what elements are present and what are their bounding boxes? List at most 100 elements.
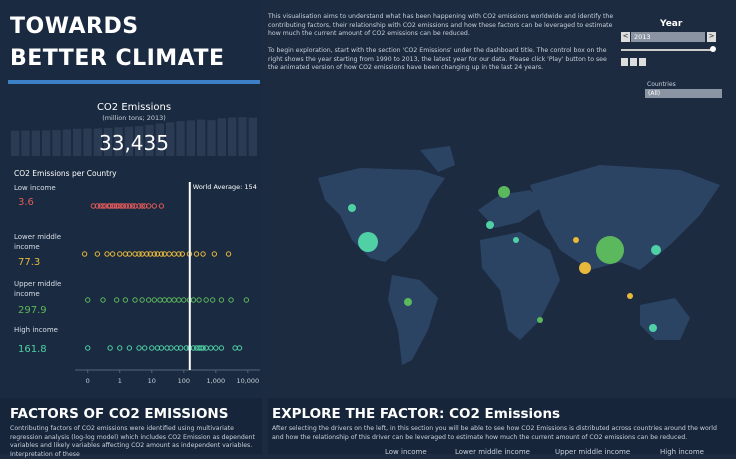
country-point — [196, 297, 202, 303]
country-point — [100, 297, 106, 303]
map-bubbles — [348, 186, 661, 332]
title-line: BETTER CLIMATE — [10, 46, 225, 71]
column-header: Upper middle income — [555, 448, 631, 456]
country-point — [139, 203, 145, 209]
bubble — [573, 237, 579, 243]
country-point — [190, 345, 197, 351]
countries-dropdown[interactable]: (All) — [645, 89, 722, 98]
asia — [530, 165, 720, 270]
trend-bar — [228, 117, 237, 156]
country-point — [117, 345, 123, 351]
country-point — [210, 297, 216, 303]
trend-bar — [114, 127, 123, 156]
country-point — [139, 297, 145, 303]
country-point — [151, 297, 158, 303]
category-label: Low income — [14, 184, 56, 192]
x-tick-label: 100 — [178, 377, 190, 385]
bubble — [404, 298, 412, 306]
trend-bar — [42, 130, 51, 156]
year-label: Year — [660, 19, 683, 29]
country-point — [183, 345, 190, 351]
x-tick-label: 1,000 — [207, 377, 226, 385]
country-point — [144, 251, 150, 257]
country-point — [145, 203, 152, 209]
year-dropdown[interactable]: 2013 — [631, 32, 705, 42]
trend-bar — [166, 122, 175, 156]
explore-text: After selecting the drivers on the left,… — [272, 425, 717, 441]
country-point — [211, 251, 218, 257]
country-point — [132, 297, 138, 303]
country-point — [126, 345, 133, 351]
next-button[interactable]: > — [707, 32, 716, 42]
country-point — [193, 251, 200, 257]
trend-bar — [207, 120, 216, 156]
trend-bar — [124, 126, 133, 156]
left-panel — [0, 0, 262, 395]
country-point — [94, 203, 101, 209]
country-point — [208, 345, 214, 351]
country-point — [126, 203, 133, 209]
country-point — [113, 297, 120, 303]
country-point — [243, 297, 250, 303]
country-point — [149, 345, 155, 351]
kpi-subtitle: (million tons; 2013) — [102, 114, 166, 122]
trend-bar — [62, 129, 71, 156]
factors-title: FACTORS OF CO2 EMISSIONS — [10, 406, 229, 422]
australia — [640, 298, 690, 340]
country-point — [94, 251, 101, 257]
category-average: 297.9 — [18, 305, 47, 316]
country-point — [151, 203, 158, 209]
country-point — [120, 203, 127, 209]
country-point — [200, 345, 206, 351]
country-point — [158, 203, 165, 209]
trend-bar — [73, 128, 82, 156]
trend-bar — [217, 118, 226, 156]
country-point — [81, 251, 88, 257]
country-point — [85, 345, 91, 351]
bubble — [498, 186, 510, 198]
trend-bar — [104, 128, 113, 156]
year-slider[interactable] — [621, 49, 713, 51]
country-point — [176, 297, 182, 303]
column-header: Low income — [385, 448, 427, 456]
play-back-button[interactable] — [621, 58, 628, 66]
bubble — [651, 245, 661, 255]
slider-handle[interactable] — [710, 46, 716, 52]
bubble — [513, 237, 519, 243]
category-average: 161.8 — [18, 344, 47, 355]
country-point — [118, 203, 124, 209]
world-map — [318, 146, 720, 365]
country-point — [218, 297, 225, 303]
country-point — [151, 251, 158, 257]
category-average: 77.3 — [18, 257, 40, 268]
pause-button[interactable] — [630, 58, 637, 66]
country-point — [117, 251, 123, 257]
country-point — [158, 251, 165, 257]
intro-text: To begin exploration, start with the sec… — [268, 47, 607, 72]
country-point — [158, 345, 165, 351]
countries-label: Countries — [647, 81, 676, 88]
country-point — [136, 345, 142, 351]
factors-panel — [0, 398, 262, 454]
country-point — [236, 345, 243, 351]
country-point — [190, 297, 197, 303]
trend-bar — [21, 130, 30, 156]
category-average: 3.6 — [18, 197, 34, 208]
prev-button[interactable]: < — [621, 32, 630, 42]
country-point — [136, 203, 142, 209]
country-point — [129, 203, 136, 209]
trend-bar — [93, 128, 102, 156]
country-point — [122, 297, 129, 303]
country-point — [200, 251, 206, 257]
trend-bar — [145, 124, 154, 156]
country-point — [203, 297, 209, 303]
country-point — [145, 297, 152, 303]
south-america — [388, 275, 438, 365]
trend-bar — [52, 130, 61, 156]
play-button[interactable] — [639, 58, 646, 66]
country-point — [85, 297, 91, 303]
country-point — [102, 203, 108, 209]
trend-bar — [31, 130, 40, 156]
country-point — [123, 203, 129, 209]
intro-text: This visualisation aims to understand wh… — [268, 13, 614, 38]
